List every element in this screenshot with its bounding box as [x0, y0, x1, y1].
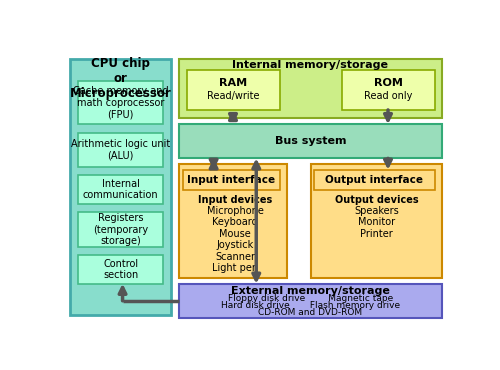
- Bar: [70, 58, 171, 315]
- Bar: [310, 164, 442, 278]
- Bar: [179, 164, 287, 278]
- Text: Floppy disk drive        Magnetic tape: Floppy disk drive Magnetic tape: [228, 294, 393, 303]
- Bar: [182, 170, 280, 190]
- Bar: [186, 70, 280, 110]
- Bar: [78, 175, 163, 204]
- Text: Microphone: Microphone: [206, 206, 264, 216]
- Bar: [314, 170, 434, 190]
- Text: Mouse: Mouse: [219, 229, 251, 239]
- Text: Bus system: Bus system: [275, 136, 346, 146]
- Text: Hard disk drive       Flash memory drive: Hard disk drive Flash memory drive: [221, 301, 400, 310]
- Text: CPU chip
or
Microprocessor: CPU chip or Microprocessor: [70, 57, 172, 100]
- Text: Printer: Printer: [360, 229, 393, 239]
- Text: Read/write: Read/write: [207, 91, 259, 101]
- Bar: [179, 124, 442, 158]
- Text: Read only: Read only: [364, 91, 412, 101]
- Bar: [78, 133, 163, 167]
- Text: Input devices: Input devices: [198, 195, 272, 205]
- Bar: [78, 81, 163, 124]
- Text: Internal memory/storage: Internal memory/storage: [232, 60, 388, 70]
- Text: Registers
(temporary
storage): Registers (temporary storage): [93, 213, 148, 246]
- Bar: [342, 70, 434, 110]
- Text: Keyboard: Keyboard: [212, 218, 258, 228]
- Text: Cache memory and
math coprocessor
(FPU): Cache memory and math coprocessor (FPU): [73, 86, 168, 120]
- Bar: [78, 255, 163, 284]
- Text: Input interface: Input interface: [187, 175, 275, 185]
- Text: ROM: ROM: [374, 78, 402, 88]
- Text: RAM: RAM: [219, 78, 247, 88]
- Text: CD-ROM and DVD-ROM: CD-ROM and DVD-ROM: [258, 308, 362, 317]
- Text: Monitor: Monitor: [358, 218, 395, 228]
- Text: Light pen: Light pen: [212, 263, 258, 273]
- Text: Joystick: Joystick: [216, 240, 254, 250]
- Bar: [78, 212, 163, 247]
- Bar: [179, 58, 442, 118]
- Text: Scanner: Scanner: [215, 252, 255, 262]
- Text: Control
section: Control section: [103, 259, 138, 280]
- Text: Internal
communication: Internal communication: [83, 179, 158, 201]
- Text: Output interface: Output interface: [326, 175, 424, 185]
- Text: Speakers: Speakers: [354, 206, 399, 216]
- Text: External memory/storage: External memory/storage: [231, 286, 390, 296]
- Bar: [179, 284, 442, 318]
- Text: Output devices: Output devices: [334, 195, 418, 205]
- Text: Arithmetic logic unit
(ALU): Arithmetic logic unit (ALU): [71, 139, 170, 161]
